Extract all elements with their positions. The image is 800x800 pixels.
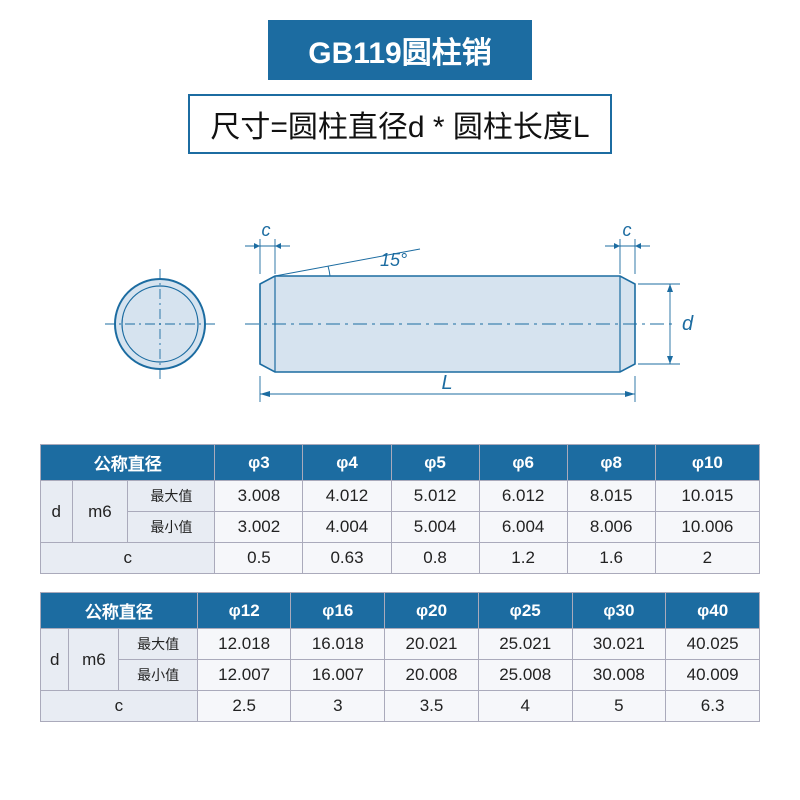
t1-min-0: 3.002 bbox=[215, 512, 303, 543]
t2-header-label: 公称直径 bbox=[41, 593, 198, 629]
spec-table-2: 公称直径 φ12 φ16 φ20 φ25 φ30 φ40 d m6 最大值 12… bbox=[40, 592, 760, 722]
technical-diagram: c c 15° d L bbox=[40, 174, 760, 424]
dimension-l: L bbox=[260, 372, 635, 402]
t1-min-2: 5.004 bbox=[391, 512, 479, 543]
t2-size-4: φ30 bbox=[572, 593, 666, 629]
t1-min-4: 8.006 bbox=[567, 512, 655, 543]
t2-max-3: 25.021 bbox=[478, 629, 572, 660]
t1-max-0: 3.008 bbox=[215, 481, 303, 512]
side-view-pin bbox=[245, 249, 675, 372]
t1-c-4: 1.6 bbox=[567, 543, 655, 574]
t2-c-5: 6.3 bbox=[666, 691, 760, 722]
t1-c-5: 2 bbox=[655, 543, 759, 574]
t2-min-5: 40.009 bbox=[666, 660, 760, 691]
dimension-c-left: c bbox=[245, 220, 290, 274]
t2-d-label: d bbox=[41, 629, 69, 691]
t2-min-4: 30.008 bbox=[572, 660, 666, 691]
t2-size-5: φ40 bbox=[666, 593, 760, 629]
t2-min-2: 20.008 bbox=[385, 660, 479, 691]
t1-max-2: 5.012 bbox=[391, 481, 479, 512]
t2-max-5: 40.025 bbox=[666, 629, 760, 660]
t1-header-label: 公称直径 bbox=[41, 445, 215, 481]
formula-box: 尺寸=圆柱直径d * 圆柱长度L bbox=[188, 94, 611, 154]
t2-max-1: 16.018 bbox=[291, 629, 385, 660]
t2-size-3: φ25 bbox=[478, 593, 572, 629]
t1-size-5: φ10 bbox=[655, 445, 759, 481]
t2-size-0: φ12 bbox=[197, 593, 291, 629]
t1-max-5: 10.015 bbox=[655, 481, 759, 512]
t1-c-3: 1.2 bbox=[479, 543, 567, 574]
t2-c-label: c bbox=[41, 691, 198, 722]
label-c-left: c bbox=[262, 220, 271, 240]
t1-max-3: 6.012 bbox=[479, 481, 567, 512]
t2-max-0: 12.018 bbox=[197, 629, 291, 660]
t2-max-label: 最大值 bbox=[119, 629, 197, 660]
label-angle: 15° bbox=[380, 250, 407, 270]
t1-size-4: φ8 bbox=[567, 445, 655, 481]
t1-d-label: d bbox=[41, 481, 73, 543]
t2-c-2: 3.5 bbox=[385, 691, 479, 722]
t2-min-3: 25.008 bbox=[478, 660, 572, 691]
t1-min-3: 6.004 bbox=[479, 512, 567, 543]
dimension-d: d bbox=[638, 284, 694, 364]
t1-c-label: c bbox=[41, 543, 215, 574]
t2-size-2: φ20 bbox=[385, 593, 479, 629]
dimension-c-right: c bbox=[605, 220, 650, 274]
t1-m6-label: m6 bbox=[72, 481, 128, 543]
t1-min-1: 4.004 bbox=[303, 512, 391, 543]
t2-m6-label: m6 bbox=[69, 629, 119, 691]
t1-c-1: 0.63 bbox=[303, 543, 391, 574]
t2-c-0: 2.5 bbox=[197, 691, 291, 722]
t1-max-1: 4.012 bbox=[303, 481, 391, 512]
t2-max-4: 30.021 bbox=[572, 629, 666, 660]
end-view-circle bbox=[105, 269, 215, 379]
spec-table-1: 公称直径 φ3 φ4 φ5 φ6 φ8 φ10 d m6 最大值 3.008 4… bbox=[40, 444, 760, 574]
t2-max-2: 20.021 bbox=[385, 629, 479, 660]
t2-min-0: 12.007 bbox=[197, 660, 291, 691]
t1-size-0: φ3 bbox=[215, 445, 303, 481]
t1-min-label: 最小值 bbox=[128, 512, 215, 543]
t1-max-label: 最大值 bbox=[128, 481, 215, 512]
t2-size-1: φ16 bbox=[291, 593, 385, 629]
t1-size-1: φ4 bbox=[303, 445, 391, 481]
t2-c-4: 5 bbox=[572, 691, 666, 722]
t1-min-5: 10.006 bbox=[655, 512, 759, 543]
t1-max-4: 8.015 bbox=[567, 481, 655, 512]
t1-size-3: φ6 bbox=[479, 445, 567, 481]
label-c-right: c bbox=[623, 220, 632, 240]
title-banner: GB119圆柱销 bbox=[268, 20, 531, 80]
t1-c-2: 0.8 bbox=[391, 543, 479, 574]
t2-c-1: 3 bbox=[291, 691, 385, 722]
t2-min-label: 最小值 bbox=[119, 660, 197, 691]
t2-c-3: 4 bbox=[478, 691, 572, 722]
t1-c-0: 0.5 bbox=[215, 543, 303, 574]
label-d: d bbox=[682, 313, 694, 335]
t2-min-1: 16.007 bbox=[291, 660, 385, 691]
label-l: L bbox=[441, 372, 452, 394]
t1-size-2: φ5 bbox=[391, 445, 479, 481]
